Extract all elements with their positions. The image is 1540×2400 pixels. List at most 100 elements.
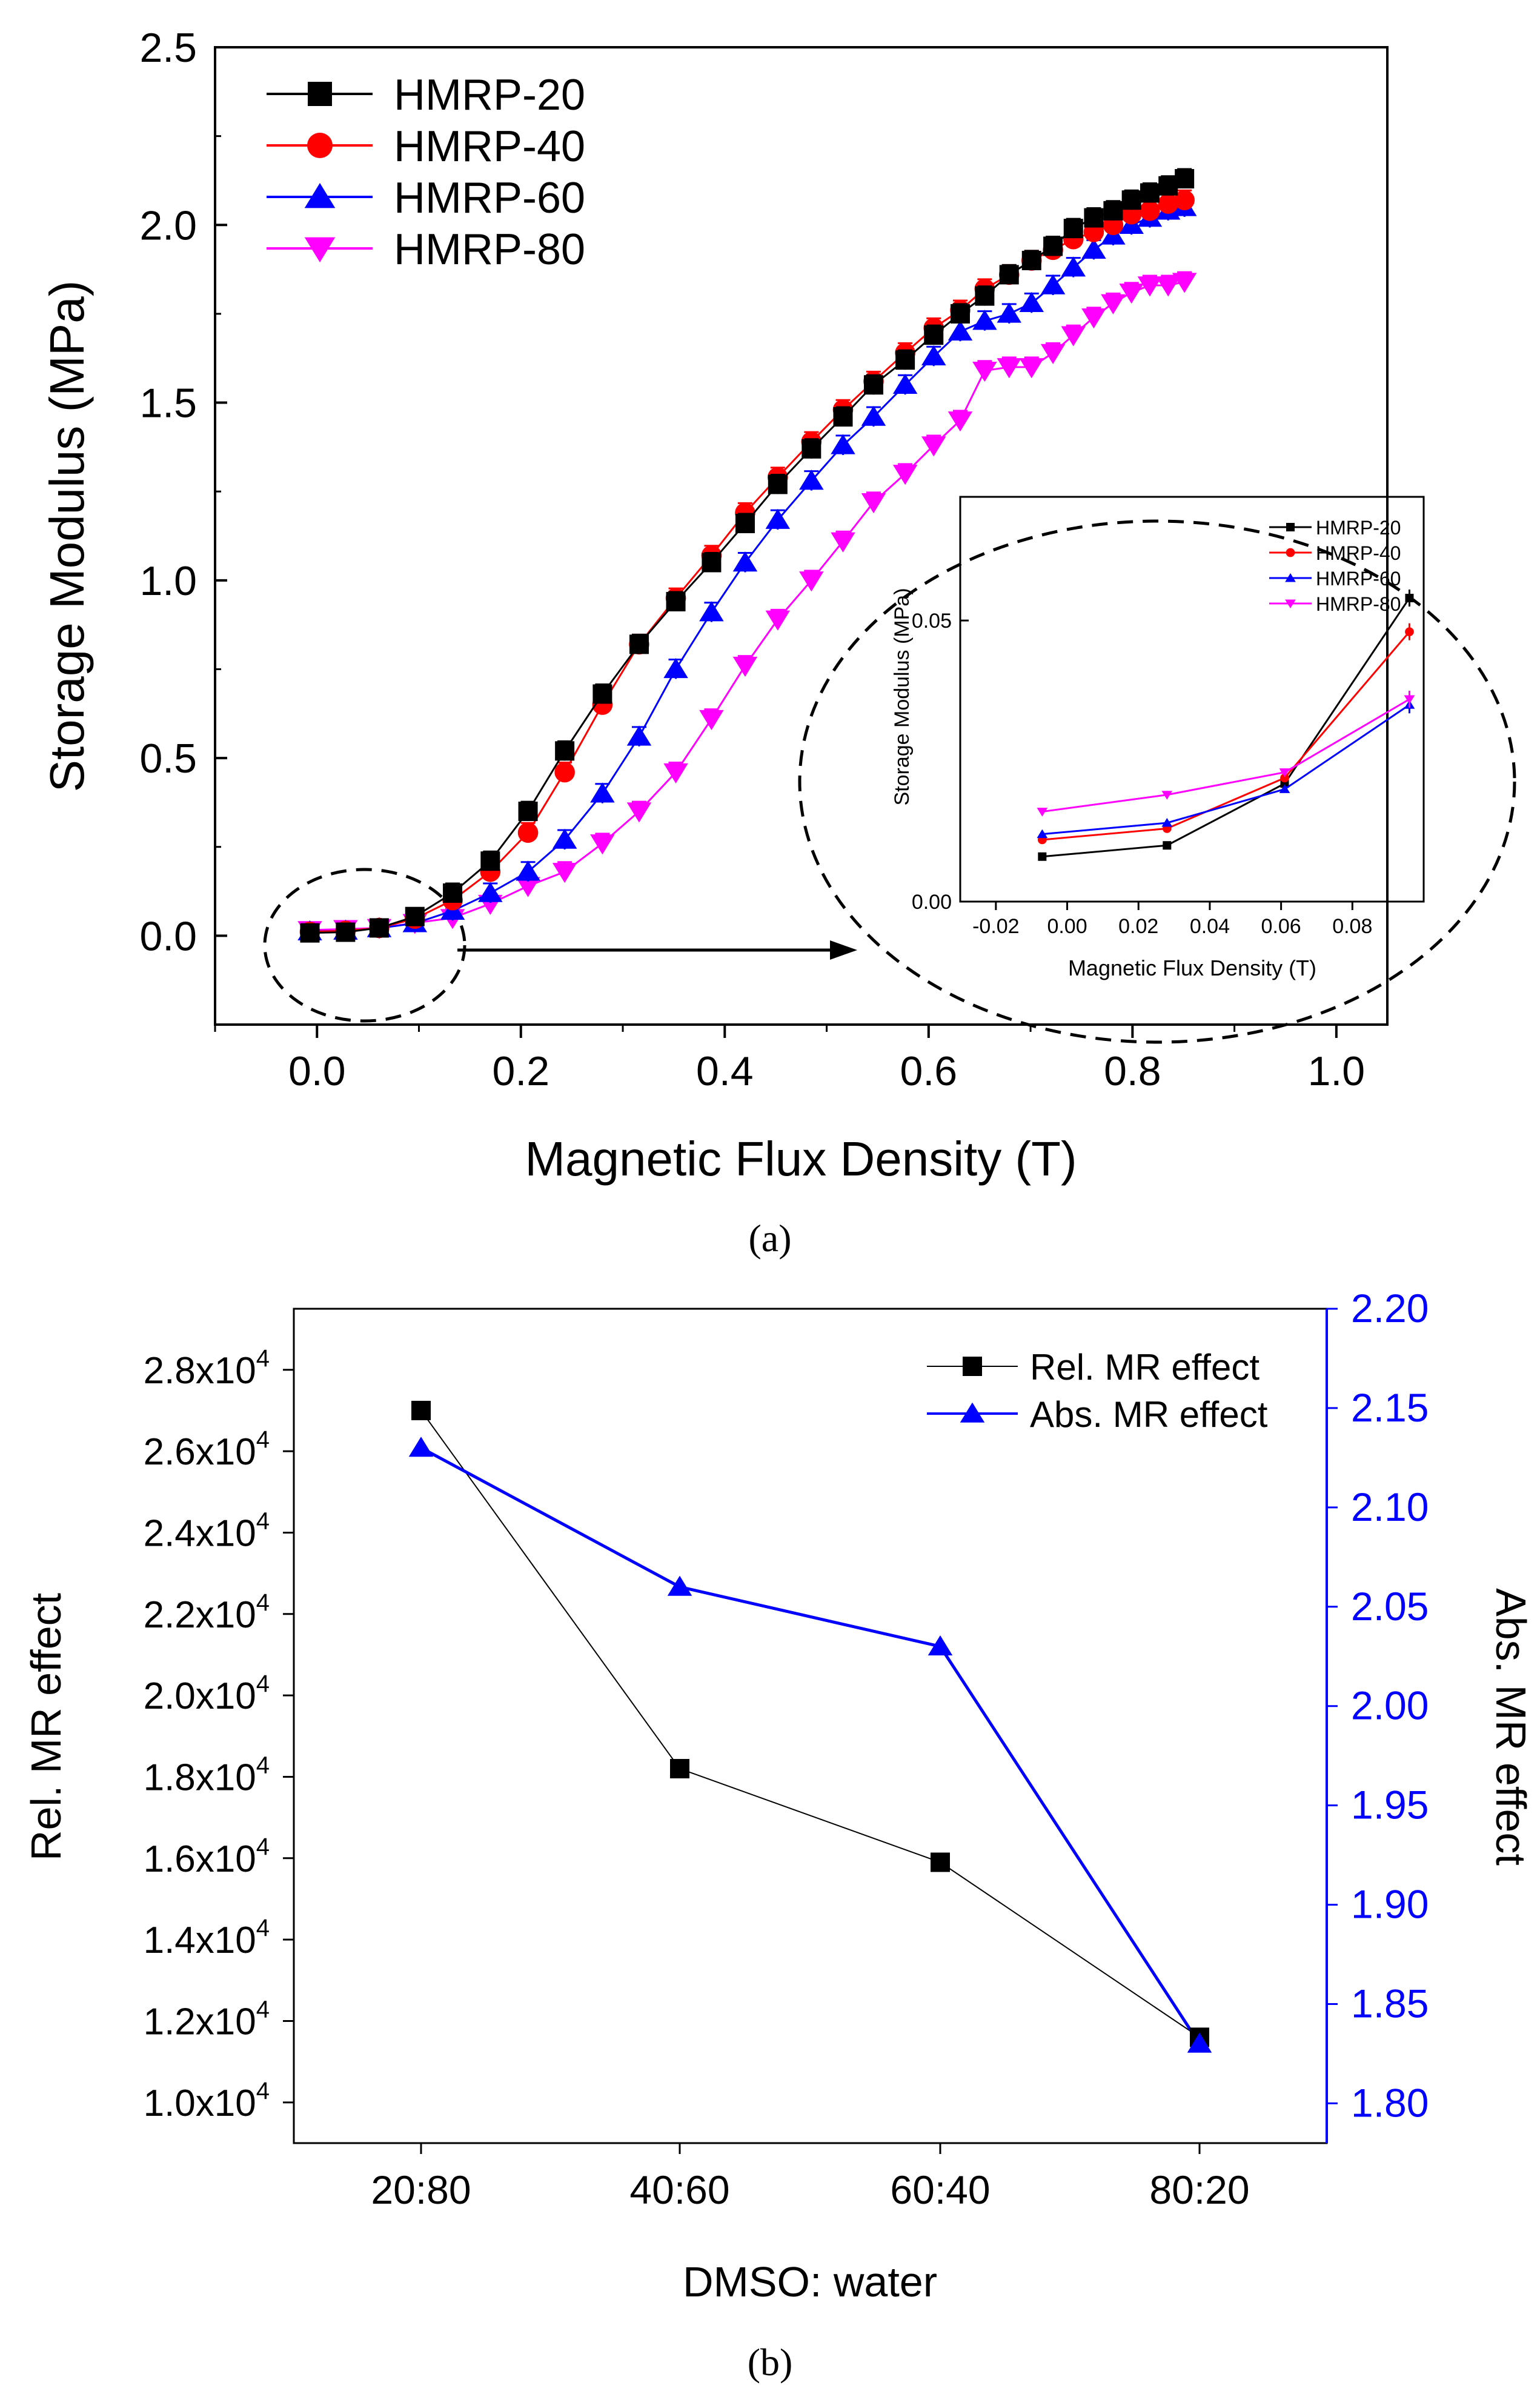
y-tick-label-b-right: 2.15	[1351, 1385, 1429, 1430]
y-tick-label-a: 0.0	[139, 913, 197, 959]
inset-point-hmrp-80	[1404, 695, 1415, 705]
x-axis-label-a: Magnetic Flux Density (T)	[525, 1132, 1077, 1186]
y-tick-label-b-right: 2.05	[1351, 1584, 1429, 1629]
inset-point-hmrp-40	[1405, 627, 1414, 637]
series-line-rel-mr-effect	[420, 1410, 1200, 2038]
y-axis-ticks-b-right: 1.80 1.85 1.90 1.95 2.00 2.05 2.10 2.15 2.20	[1327, 1286, 1429, 2125]
data-point-hmrp-60	[478, 882, 503, 902]
data-point-hmrp-20	[1158, 176, 1178, 196]
data-point-hmrp-40	[554, 762, 575, 783]
y-tick-label-b-left: 1.0x104	[144, 2078, 270, 2124]
data-point-hmrp-80	[1101, 294, 1126, 314]
y-tick-label-b-left: 2.0x104	[144, 1670, 270, 1717]
zoom-ellipse-small	[263, 868, 466, 1023]
inset-chart: 0.00 0.05 -0.02 0.00 0.02 0.04 0.06 0.08 HMRP-…	[891, 496, 1425, 980]
x-tick-label-a: 0.0	[288, 1048, 346, 1094]
data-point-hmrp-80	[626, 802, 652, 823]
data-point-hmrp-20	[1043, 236, 1063, 256]
legend-label-abs-mr-effect: Abs. MR effect	[1030, 1394, 1268, 1435]
data-point-hmrp-20	[443, 883, 463, 903]
y-tick-label-b-left: 1.2x104	[144, 1996, 270, 2043]
data-point-hmrp-80	[1137, 276, 1163, 297]
legend-marker-hmrp-80	[304, 237, 336, 262]
inset-legend-marker-hmrp-20	[1286, 523, 1295, 531]
x-tick-label-b: 60:40	[890, 2167, 990, 2212]
inset-point-hmrp-80	[1279, 768, 1290, 777]
data-point-hmrp-40	[517, 822, 539, 843]
data-point-hmrp-60	[552, 828, 577, 849]
y-tick-label-b-right: 1.95	[1351, 1783, 1429, 1827]
data-point-hmrp-20	[1021, 250, 1041, 270]
y-tick-label-b-right: 1.90	[1351, 1882, 1429, 1927]
data-point-hmrp-20	[1084, 208, 1104, 228]
x-tick-label-b: 40:60	[629, 2167, 729, 2212]
inset-legend-label-hmrp-80: HMRP-80	[1316, 593, 1401, 615]
data-point-hmrp-80	[1119, 283, 1144, 304]
data-point-hmrp-80	[799, 571, 824, 592]
data-point-hmrp-40	[1140, 201, 1160, 221]
y-axis-label-b-right: Abs. MR effect	[1487, 1588, 1535, 1866]
y-tick-label-a: 1.0	[139, 558, 197, 604]
inset-point-hmrp-20	[1405, 594, 1414, 602]
data-point-hmrp-80	[765, 610, 791, 631]
data-point-hmrp-20	[924, 325, 944, 345]
x-tick-label-a: 1.0	[1308, 1048, 1366, 1094]
inset-point-hmrp-60	[1037, 829, 1048, 839]
inset-frame	[959, 496, 1425, 903]
inset-legend-marker-hmrp-40	[1286, 548, 1295, 557]
data-point-hmrp-80	[861, 493, 886, 514]
y-tick-label-a: 1.5	[139, 381, 197, 427]
inset-x-tick-label: -0.02	[972, 915, 1020, 938]
data-point-hmrp-20	[666, 592, 686, 612]
series-line-abs-mr-effect	[420, 1446, 1201, 2045]
data-point-hmrp-80	[1040, 344, 1066, 364]
data-point-hmrp-60	[732, 551, 758, 572]
data-point-hmrp-60	[1061, 256, 1086, 277]
y-tick-label-b-left: 1.6x104	[144, 1833, 270, 1880]
inset-legend-label-hmrp-60: HMRP-60	[1316, 568, 1401, 590]
y-tick-label-a: 2.5	[139, 25, 197, 71]
zoom-ellipse-large	[798, 519, 1516, 1044]
data-point-hmrp-80	[552, 863, 577, 883]
inset-point-hmrp-60	[1279, 784, 1290, 793]
inset-x-tick-label: 0.00	[1047, 915, 1087, 938]
data-point-hmrp-80	[892, 465, 918, 485]
data-point-hmrp-20	[999, 265, 1019, 285]
legend-marker-hmrp-60	[304, 183, 336, 208]
inset-x-tick-label: 0.02	[1118, 915, 1158, 938]
data-point-hmrp-20	[592, 684, 612, 704]
data-point-abs-mr-effect	[408, 1437, 434, 1457]
data-point-hmrp-20	[1175, 169, 1195, 189]
data-point-hmrp-80	[590, 834, 615, 855]
data-point-hmrp-60	[799, 470, 824, 490]
data-point-hmrp-80	[997, 358, 1021, 379]
data-point-abs-mr-effect	[928, 1635, 953, 1656]
inset-legend-label-hmrp-40: HMRP-40	[1316, 542, 1401, 564]
inset-y-tick-label: 0.00	[912, 891, 952, 914]
x-axis-label-b: DMSO: water	[683, 2258, 937, 2305]
data-point-hmrp-80	[1019, 358, 1044, 379]
panel-b: 1.0x104 1.2x104 1.4x104 1.6x104 1.8x104 2.0x1…	[22, 1286, 1535, 2384]
data-point-hmrp-60	[892, 373, 918, 394]
data-point-hmrp-60	[861, 405, 886, 426]
inset-line-hmrp-60	[1042, 704, 1410, 836]
data-point-hmrp-80	[921, 436, 946, 457]
inset-legend-marker-hmrp-60	[1285, 573, 1296, 582]
data-point-rel-mr-effect	[411, 1400, 431, 1420]
y-tick-label-b-left: 1.8x104	[144, 1752, 270, 1798]
data-point-hmrp-80	[663, 763, 688, 783]
inset-point-hmrp-60	[1161, 818, 1173, 827]
data-point-rel-mr-effect	[931, 1852, 950, 1872]
y-tick-label-b-left: 2.8x104	[144, 1345, 270, 1392]
data-point-hmrp-80	[732, 656, 758, 677]
inset-point-hmrp-40	[1280, 773, 1289, 783]
data-point-hmrp-20	[735, 513, 755, 533]
y-tick-label-a: 0.5	[139, 736, 197, 782]
legend-b: Rel. MR effect Abs. MR effect	[927, 1347, 1268, 1435]
inset-point-hmrp-80	[1037, 808, 1048, 817]
data-point-hmrp-20	[369, 918, 389, 938]
legend-label-hmrp-20: HMRP-20	[394, 71, 585, 119]
data-point-hmrp-60	[1081, 238, 1106, 259]
data-point-hmrp-80	[831, 532, 855, 553]
